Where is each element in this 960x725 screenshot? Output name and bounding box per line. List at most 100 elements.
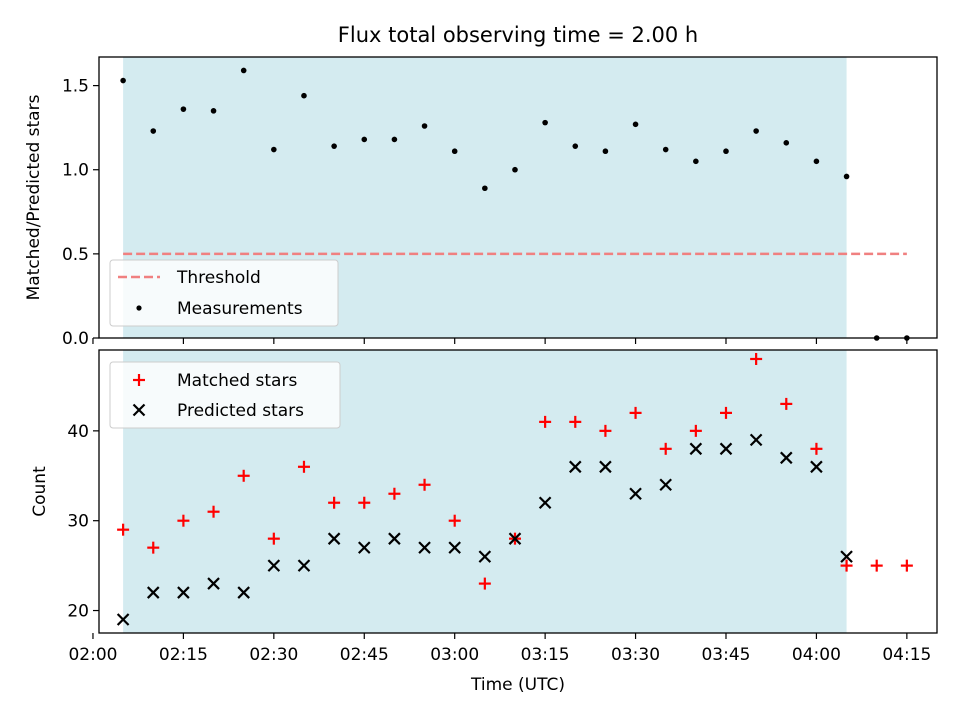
predicted-star-point [357, 541, 371, 554]
matched-star-point [478, 577, 491, 590]
x-tick-label: 03:15 [521, 645, 570, 665]
count-series-layer [116, 352, 913, 626]
predicted-star-point-b [267, 559, 281, 572]
predicted-star-point-b [327, 532, 341, 545]
x-tick-label: 02:45 [340, 645, 389, 665]
x-tick-label: 02:15 [159, 645, 208, 665]
predicted-star-point-b [780, 451, 793, 465]
measurement-point [693, 158, 699, 165]
measurement-point [150, 128, 157, 134]
matched-star-point [237, 469, 250, 482]
measurement-point [180, 106, 187, 112]
matched-star-point [719, 406, 732, 419]
matched-star-point [870, 559, 883, 572]
ratio-y-axis-label: Matched/Predicted stars [24, 94, 44, 300]
count-legend-box [109, 361, 341, 429]
measurement-point [482, 185, 488, 192]
measurement-point [602, 148, 609, 155]
predicted-star-point-b [629, 487, 642, 501]
matched-star-point [599, 424, 612, 437]
measurements-legend-swatch [136, 305, 142, 311]
predicted-stars-legend-marker [132, 403, 146, 417]
matched-star-point [900, 559, 913, 572]
matched-star-point [207, 505, 220, 518]
x-tick-label: 02:00 [68, 645, 117, 665]
predicted-star-point [116, 613, 130, 626]
predicted-star-point [146, 586, 160, 599]
matched-stars-legend-marker [133, 374, 145, 386]
matched-star-point [328, 496, 341, 509]
measurement-point [391, 136, 398, 143]
predicted-star-point-b [207, 577, 220, 590]
ratio-y-ticks: 0.0 0.5 1.0 1.5 [62, 77, 99, 349]
count-axes-frame [98, 349, 938, 634]
measurement-point [361, 136, 368, 143]
predicted-star-point [599, 460, 612, 474]
ratio-y-tick-label: 1.0 [62, 161, 89, 181]
measurements-legend-label: Measurements [177, 299, 303, 319]
count-y-axis-label: Count [30, 466, 50, 517]
ratio-panel: 0.0 0.5 1.0 1.5 Flux total observing time =… [24, 23, 938, 349]
predicted-star-point [327, 532, 341, 545]
matched-star-point [177, 514, 190, 527]
count-y-tick-label: 40 [67, 422, 89, 442]
predicted-star-point-b [146, 586, 160, 599]
ratio-y-tick-label: 0.0 [62, 329, 89, 349]
predicted-star-point [719, 442, 733, 456]
measurement-point [210, 108, 217, 114]
x-tick-label: 02:30 [249, 645, 298, 665]
measurement-point [843, 173, 850, 180]
matched-star-point [117, 523, 130, 536]
x-tick-label: 04:15 [882, 645, 931, 665]
chart-title: Flux total observing time = 2.00 h [338, 23, 698, 47]
predicted-star-point-b [116, 613, 130, 626]
measurement-point [632, 121, 639, 128]
matched-star-point [539, 415, 552, 428]
measurement-point [421, 123, 428, 129]
predicted-star-point-b [719, 442, 733, 456]
predicted-star-point-b [297, 559, 311, 572]
x-tick-label: 03:30 [611, 645, 660, 665]
predicted-star-point [840, 550, 853, 563]
predicted-star-point [267, 559, 281, 572]
predicted-star-point-b [568, 460, 582, 474]
measurement-point [331, 143, 337, 149]
predicted-star-point-b [749, 433, 763, 447]
matched-star-point [629, 406, 642, 419]
count-legend: Matched stars Predicted stars [109, 361, 341, 429]
matched-star-point [689, 424, 702, 437]
predicted-star-point [629, 487, 642, 501]
predicted-star-point [780, 451, 793, 465]
matched-star-point [448, 514, 461, 527]
predicted-star-point-b [448, 541, 461, 554]
predicted-star-point [478, 550, 492, 563]
measurement-point [120, 77, 126, 84]
ratio-y-tick-label: 0.5 [62, 245, 89, 265]
measurement-point [271, 146, 277, 153]
matched-star-point [267, 532, 280, 545]
predicted-star-point-b [418, 541, 431, 554]
predicted-star-point-b [478, 550, 492, 563]
predicted-star-point-b [538, 496, 552, 510]
matched-star-point [659, 442, 672, 455]
matched-stars-legend-label: Matched stars [177, 371, 297, 391]
measurement-point [240, 67, 247, 74]
predicted-star-point [448, 541, 461, 554]
predicted-star-point-b [357, 541, 371, 554]
measurement-point [813, 158, 820, 165]
matched-star-point [810, 442, 823, 455]
measurement-point [512, 166, 518, 173]
threshold-legend-label: Threshold [176, 268, 261, 288]
matched-star-point [418, 478, 431, 491]
ratio-y-tick-label: 1.5 [62, 77, 89, 97]
predicted-star-point-b [177, 586, 190, 599]
predicted-star-point [659, 478, 672, 492]
matched-star-point [569, 415, 582, 428]
measurement-point [451, 148, 458, 155]
predicted-star-point-b [810, 460, 823, 474]
predicted-star-point [418, 541, 431, 554]
predicted-star-point [207, 577, 220, 590]
matched-star-point [750, 352, 763, 365]
predicted-star-point [177, 586, 190, 599]
matched-star-point [840, 559, 853, 572]
